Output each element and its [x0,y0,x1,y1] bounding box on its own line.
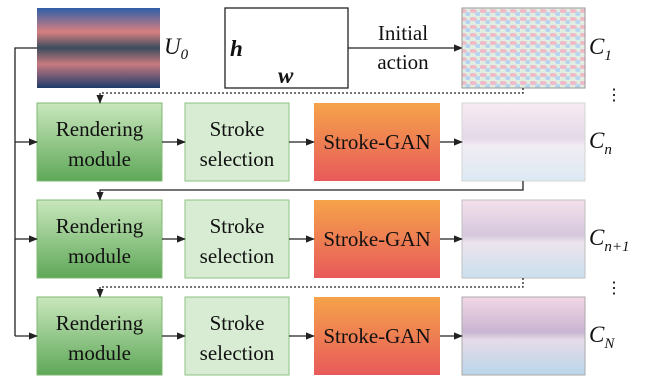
label-base: C [589,128,605,153]
canvas-image [462,103,585,181]
box-text: selection [200,244,275,268]
connector [100,88,523,103]
connector [100,181,523,200]
h-label: h [230,36,243,61]
box-text: module [68,341,131,365]
label-sub: n+1 [604,239,629,255]
box-text: Rendering [56,311,144,335]
box-text: module [68,147,131,171]
initial-action: Initial [378,21,428,45]
canvas-label: C1 [589,34,612,64]
box-text: Stroke-GAN [323,324,430,348]
label-sub: 1 [604,48,612,64]
canvas-image [462,200,585,278]
box-text: Stroke [210,311,265,335]
canvas-label: Cn+1 [589,225,629,255]
connector [15,48,37,336]
label-base: C [589,225,605,250]
box-text: Stroke-GAN [323,227,430,251]
label-sub: N [603,336,615,352]
box-text: selection [200,147,275,171]
figure: h w Initial action U0 ⋮ ⋮ C1Renderingmod… [0,0,653,376]
box-text: Stroke [210,117,265,141]
label-base: C [589,322,605,347]
box-text: Rendering [56,214,144,238]
w-label: w [278,63,294,88]
box-text: selection [200,341,275,365]
ellipsis: ⋮ [606,280,622,297]
box-text: module [68,244,131,268]
canvas-image [462,297,585,375]
canvas-image [462,8,585,88]
label-sub: n [604,142,612,158]
canvas-label: Cn [589,128,612,158]
initial-action: action [377,50,429,74]
connector [100,278,523,297]
ellipsis: ⋮ [606,87,622,104]
target-image [37,8,160,88]
box-text: Stroke [210,214,265,238]
box-text: Stroke-GAN [323,130,430,154]
box-text: Rendering [56,117,144,141]
canvas-label: CN [589,322,615,352]
target-label: U0 [164,34,189,63]
label-base: C [589,34,605,59]
